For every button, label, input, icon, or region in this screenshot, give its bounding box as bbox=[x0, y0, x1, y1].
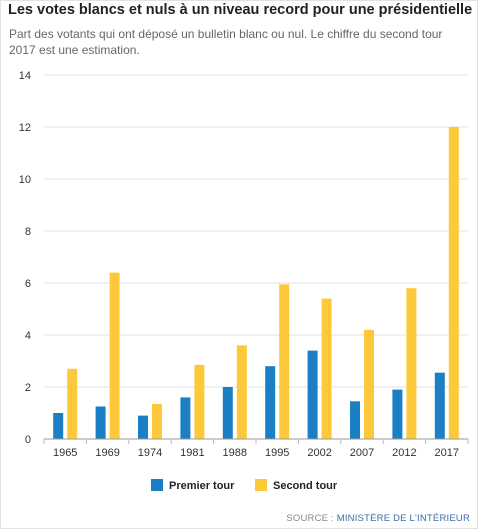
y-axis: 0 2 4 6 8 10 12 14 bbox=[19, 70, 31, 446]
x-tick-label: 1965 bbox=[53, 447, 77, 459]
bar-second-tour-1965[interactable] bbox=[67, 368, 78, 439]
bar-premier-tour-2007[interactable] bbox=[350, 401, 360, 439]
x-tick-label: 2007 bbox=[350, 447, 374, 459]
x-tick-label: 1995 bbox=[265, 447, 289, 459]
x-axis: 1965 1969 1974 1981 1988 1995 2002 2007 2012 2017 bbox=[43, 438, 469, 459]
bar-premier-tour-1974[interactable] bbox=[138, 415, 148, 439]
x-tick-label: 1974 bbox=[138, 447, 162, 459]
legend: Premier tour Second tour bbox=[151, 479, 338, 492]
bar-second-tour-1974[interactable] bbox=[152, 403, 162, 439]
source-prefix: SOURCE : bbox=[286, 513, 337, 524]
bars bbox=[53, 127, 459, 439]
source-note: SOURCE : MINISTÈRE DE L'INTÉRIEUR bbox=[286, 513, 470, 524]
legend-label[interactable]: Premier tour bbox=[169, 480, 235, 492]
legend-swatch bbox=[151, 479, 163, 491]
bar-premier-tour-1995[interactable] bbox=[265, 366, 276, 439]
bar-second-tour-2007[interactable] bbox=[364, 329, 374, 439]
chart-title: Les votes blancs et nuls à un niveau rec… bbox=[8, 2, 473, 18]
y-tick-label: 4 bbox=[25, 330, 31, 342]
bar-second-tour-1969[interactable] bbox=[109, 272, 120, 439]
bar-second-tour-2002[interactable] bbox=[321, 298, 332, 439]
x-tick-label: 2002 bbox=[307, 447, 331, 459]
bar-second-tour-1995[interactable] bbox=[279, 284, 290, 439]
y-tick-label: 2 bbox=[25, 382, 31, 394]
bar-second-tour-1988[interactable] bbox=[236, 345, 247, 439]
y-tick-label: 10 bbox=[19, 174, 31, 186]
y-tick-label: 12 bbox=[19, 122, 31, 134]
y-tick-label: 6 bbox=[25, 278, 31, 290]
bar-premier-tour-2017[interactable] bbox=[434, 372, 445, 439]
bar-second-tour-1981[interactable] bbox=[194, 364, 205, 439]
x-tick-label: 1988 bbox=[223, 447, 247, 459]
legend-label[interactable]: Second tour bbox=[273, 480, 338, 492]
y-tick-label: 14 bbox=[19, 70, 31, 82]
legend-swatch bbox=[255, 479, 267, 491]
bar-second-tour-2017[interactable] bbox=[448, 127, 459, 439]
x-tick-label: 2012 bbox=[392, 447, 416, 459]
y-tick-label: 8 bbox=[25, 226, 31, 238]
source-name[interactable]: MINISTÈRE DE L'INTÉRIEUR bbox=[336, 513, 470, 524]
x-tick-label: 1981 bbox=[180, 447, 204, 459]
chart-subtitle: Part des votants qui ont déposé un bulle… bbox=[9, 27, 443, 57]
y-tick-label: 0 bbox=[25, 434, 31, 446]
bar-premier-tour-1988[interactable] bbox=[222, 387, 233, 439]
bar-premier-tour-1965[interactable] bbox=[53, 413, 64, 439]
bar-premier-tour-1969[interactable] bbox=[95, 406, 106, 440]
x-tick-label: 1969 bbox=[95, 447, 119, 459]
bar-premier-tour-1981[interactable] bbox=[180, 397, 191, 439]
gridlines bbox=[44, 74, 468, 440]
bar-second-tour-2012[interactable] bbox=[406, 288, 417, 439]
bar-premier-tour-2002[interactable] bbox=[307, 350, 318, 439]
x-tick-label: 2017 bbox=[435, 447, 459, 459]
bar-premier-tour-2012[interactable] bbox=[392, 389, 403, 439]
